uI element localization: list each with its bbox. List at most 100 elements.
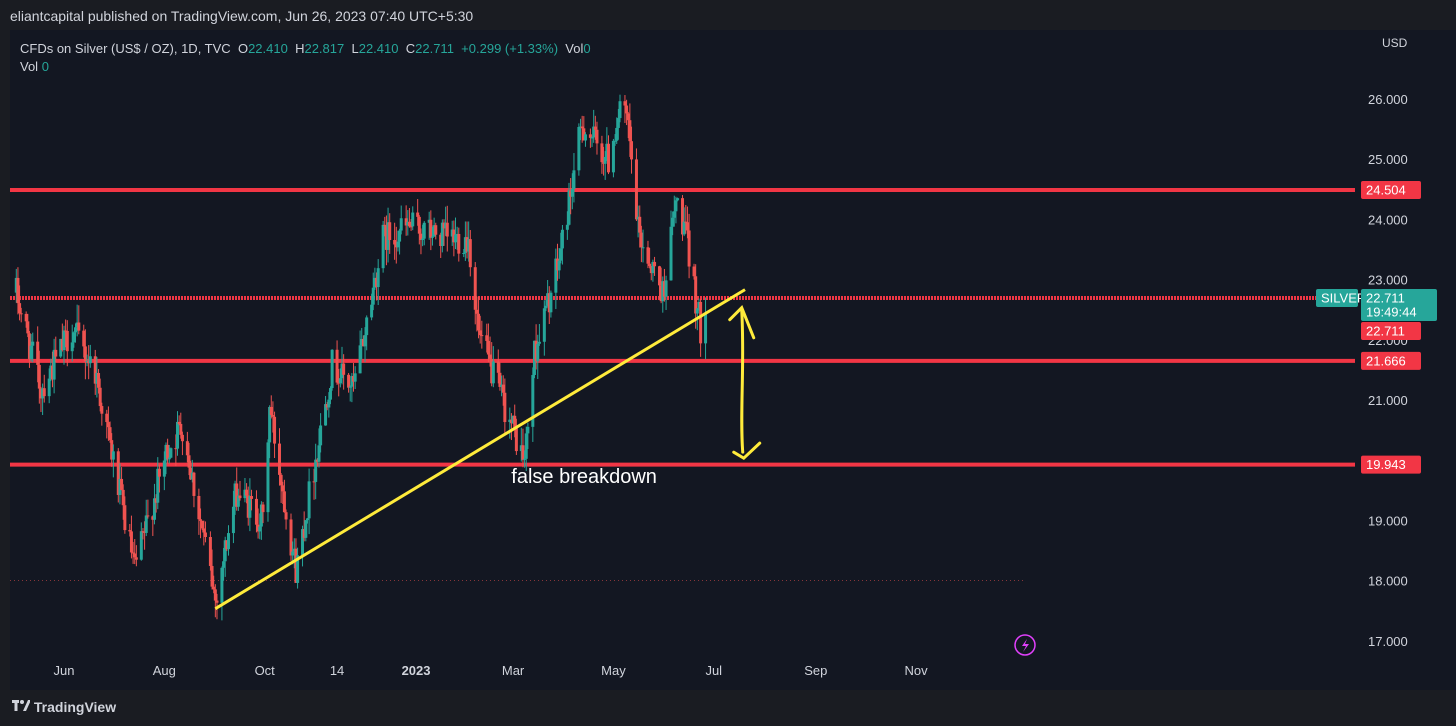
candle-body (605, 143, 609, 158)
candle-body (681, 198, 685, 235)
candle-body (16, 277, 20, 304)
candle-body (557, 260, 561, 271)
candle-body (419, 233, 423, 240)
candle-body (352, 376, 356, 382)
chart-area[interactable]: false breakdown USD 26.000 25.000 24.000 23.… (10, 30, 1456, 690)
candle-body (444, 222, 448, 229)
candle-body (325, 404, 329, 408)
candle-body (337, 382, 341, 384)
candle-body (651, 261, 655, 274)
candle-body (47, 378, 51, 397)
candle-body (144, 515, 148, 533)
candle-body (511, 415, 515, 424)
price-chart[interactable]: false breakdown USD 26.000 25.000 24.000 23.… (10, 30, 1456, 690)
y-tick-label: 19.000 (1368, 513, 1408, 528)
candle-body (590, 137, 594, 139)
candle-body (93, 356, 97, 384)
tradingview-logo-icon (12, 699, 31, 715)
candle-body (88, 356, 92, 364)
candle-body (682, 221, 686, 235)
arrow-head-down (732, 441, 762, 461)
candle-body (27, 333, 31, 359)
lightning-glyph (1022, 639, 1029, 652)
candle-body (572, 170, 576, 189)
candle-body (289, 519, 293, 556)
candle-body (312, 481, 316, 483)
candle-body (411, 212, 415, 227)
candle-body (353, 373, 357, 382)
tradingview-logo[interactable]: TradingView (12, 699, 116, 715)
candle-body (659, 285, 663, 302)
candle-body (462, 252, 466, 254)
candle-body (478, 330, 482, 336)
candle-body (580, 126, 584, 129)
level-price-tag-bg (1361, 351, 1421, 370)
y-tick-label: 18.000 (1368, 574, 1408, 589)
candle-body (465, 237, 469, 252)
candle-body (202, 528, 206, 533)
candle-body (626, 113, 630, 121)
candle-body (523, 458, 527, 460)
candle-body (653, 261, 657, 267)
y-tick-label: 24.000 (1368, 212, 1408, 227)
candle-body (146, 515, 150, 517)
candle-body (630, 141, 634, 160)
candle-body (671, 217, 675, 227)
candle-body (407, 221, 411, 227)
x-tick-label: Jun (54, 663, 75, 678)
candle-body (370, 304, 374, 318)
candle-body (361, 338, 365, 347)
candle-body (133, 553, 137, 558)
candle-body (279, 474, 283, 486)
candle-body (301, 529, 305, 556)
candle-body (532, 340, 536, 375)
candle-body (526, 426, 530, 434)
candle-body (534, 340, 538, 362)
level-price-tag: 24.504 (1366, 183, 1406, 198)
candle-body (83, 346, 87, 362)
candle-body (215, 600, 219, 603)
candle-body (348, 386, 352, 388)
candle-body (258, 526, 262, 532)
candle-body (108, 427, 112, 441)
x-tick-label: May (601, 663, 626, 678)
annotation-label: false breakdown (511, 466, 657, 488)
candle-body (661, 281, 665, 302)
candle-body (386, 222, 390, 250)
level-price-tag: 19.943 (1366, 457, 1406, 472)
candle-body (222, 561, 226, 568)
candle-body (674, 200, 678, 212)
tradingview-brand: TradingView (33, 699, 117, 715)
candle-body (409, 226, 413, 228)
candle-body (623, 101, 627, 106)
candle-body (14, 277, 18, 293)
close-label: C (405, 41, 416, 56)
candle-body (549, 292, 553, 313)
publish-info: eliantcapital published on TradingView.c… (10, 8, 474, 24)
candle-body (376, 268, 380, 288)
x-tick-label: Jul (705, 663, 722, 678)
x-tick-label: Sep (804, 663, 827, 678)
candle-body (167, 457, 171, 460)
candle-body (657, 266, 661, 286)
candle-body (70, 342, 74, 352)
candle-body (381, 224, 385, 269)
candle-body (338, 378, 342, 383)
candle-body (139, 531, 143, 560)
bar-countdown: 19:49:44 (1366, 304, 1417, 319)
volume-study-label: Vol (20, 59, 39, 74)
candle-body (143, 531, 147, 533)
close-price-tag: 22.711 (1366, 323, 1405, 338)
candle-body (342, 363, 346, 375)
candle-body (509, 419, 513, 424)
candle-body (180, 434, 184, 442)
candle-body (42, 388, 46, 397)
candle-body (24, 313, 28, 322)
candle-body (185, 441, 189, 456)
candle-body (31, 341, 35, 346)
candle-body (190, 472, 194, 480)
candle-body (503, 392, 507, 423)
candle-body (546, 293, 550, 306)
candle-body (123, 505, 127, 531)
